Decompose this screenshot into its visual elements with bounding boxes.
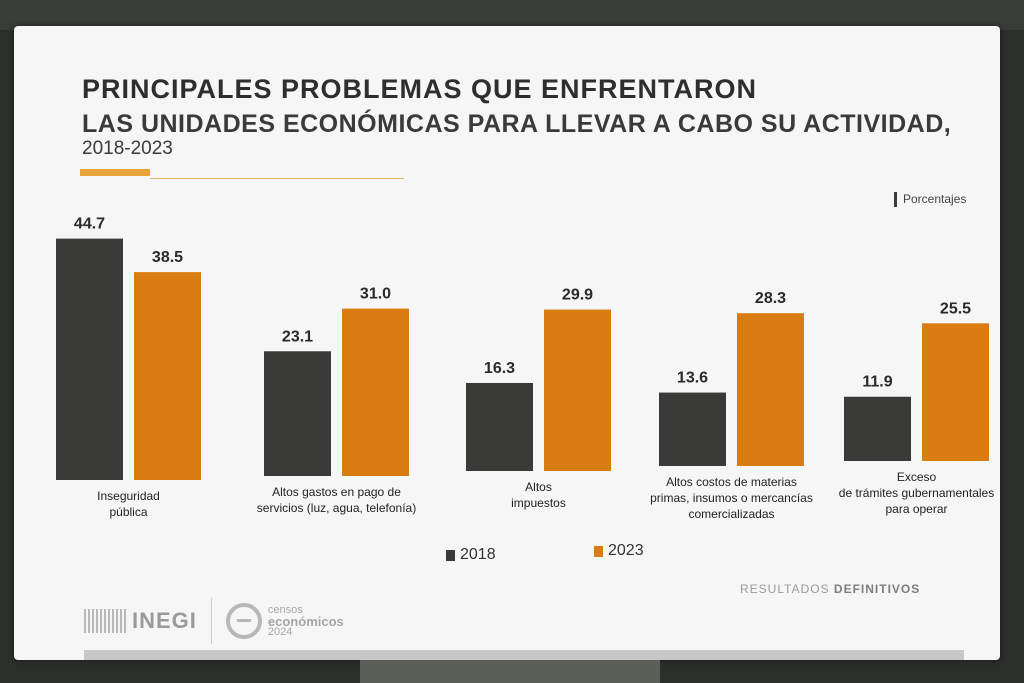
bar-2023-4 — [922, 323, 989, 461]
units-label: Porcentajes — [894, 192, 966, 207]
bar-2018-2 — [466, 382, 533, 471]
results-label: RESULTADOS DEFINITIVOS — [740, 582, 920, 596]
inegi-logo-icon — [84, 609, 128, 633]
monitor-bezel — [0, 0, 1024, 30]
x-tick-label-4: Exceso de trámites gubernamentales para op… — [807, 469, 1001, 517]
x-tick-label-line: Inseguridad — [97, 489, 160, 503]
legend-swatch-2018 — [446, 549, 455, 561]
slide-period: 2018-2023 — [82, 138, 173, 159]
value-label-2018-3: 13.6 — [677, 370, 708, 387]
x-tick-label-line: pública — [109, 505, 148, 519]
x-tick-label-line: Exceso — [896, 470, 937, 484]
title-underline — [150, 178, 404, 179]
bar-2023-3 — [737, 313, 804, 466]
legend-item-2018: 2018 — [446, 546, 496, 564]
bar-2023-0 — [134, 272, 201, 480]
value-label-2018-1: 23.1 — [282, 328, 313, 345]
value-label-2023-1: 31.0 — [360, 286, 391, 303]
bar-2018-1 — [264, 351, 331, 476]
censos-line2: económicos — [267, 613, 344, 629]
results-light: RESULTADOS — [740, 582, 830, 596]
censos-logo-icon — [225, 603, 262, 639]
monitor-stand — [360, 660, 660, 683]
x-tick-label-1: Altos gastos en pago de servicios (luz, a… — [227, 484, 447, 516]
presentation-slide: PRINCIPALES PROBLEMAS QUE ENFRENTARON LA… — [14, 26, 1000, 660]
footer-logos: INEGI censos económicos 2024 — [84, 598, 344, 644]
value-label-2018-4: 11.9 — [862, 374, 892, 391]
legend-label-2018: 2018 — [460, 546, 496, 563]
x-tick-label-0: Inseguridad pública — [19, 488, 239, 520]
censos-line3: 2024 — [267, 625, 293, 638]
value-label-2018-0: 44.7 — [74, 216, 105, 233]
bar-2018-3 — [659, 392, 726, 466]
bar-2018-4 — [844, 396, 911, 461]
x-tick-label-3: Altos costos de materias primas, insumos … — [622, 474, 842, 522]
bar-chart: 44.7 38.5 23.1 31.0 16.3 29.9 13.6 28.3 11.9 25.5 — [56, 216, 989, 480]
x-tick-label-line: para operar — [885, 502, 948, 516]
title-accent-bar — [80, 169, 150, 176]
censos-logo-text: censos económicos 2024 — [267, 603, 344, 638]
legend-swatch-2023 — [594, 545, 603, 557]
bar-2023-1 — [342, 308, 409, 476]
value-label-2023-3: 28.3 — [755, 290, 786, 307]
slide-title: PRINCIPALES PROBLEMAS QUE ENFRENTARON — [82, 74, 758, 104]
x-tick-label-line: de trámites gubernamentales — [838, 486, 995, 500]
bar-2023-2 — [544, 309, 611, 471]
x-tick-label-line: impuestos — [511, 496, 566, 510]
x-tick-label-line: Altos gastos en pago de — [272, 485, 401, 499]
value-label-2018-2: 16.3 — [484, 360, 515, 377]
footer-divider — [210, 598, 212, 644]
inegi-logo-text: INEGI — [132, 608, 197, 633]
legend-label-2023: 2023 — [608, 542, 644, 559]
slide-bottom-strip — [84, 650, 964, 660]
x-tick-label-line: primas, insumos o mercancías — [650, 491, 813, 505]
bar-2018-0 — [56, 238, 123, 480]
x-tick-label-line: Altos — [525, 480, 552, 494]
value-label-2023-4: 25.5 — [940, 300, 971, 317]
x-tick-label-line: Altos costos de materias — [666, 475, 797, 489]
slide-subtitle: LAS UNIDADES ECONÓMICAS PARA LLEVAR A CA… — [82, 110, 952, 138]
results-bold: DEFINITIVOS — [833, 582, 921, 596]
value-label-2023-2: 29.9 — [562, 287, 593, 304]
x-tick-label-2: Altos impuestos — [429, 479, 649, 511]
legend-item-2023: 2023 — [594, 542, 644, 560]
x-tick-label-line: comercializadas — [688, 507, 775, 521]
x-tick-label-line: servicios (luz, agua, telefonía) — [256, 501, 417, 515]
value-label-2023-0: 38.5 — [152, 249, 183, 266]
censos-line1: censos — [267, 603, 303, 616]
